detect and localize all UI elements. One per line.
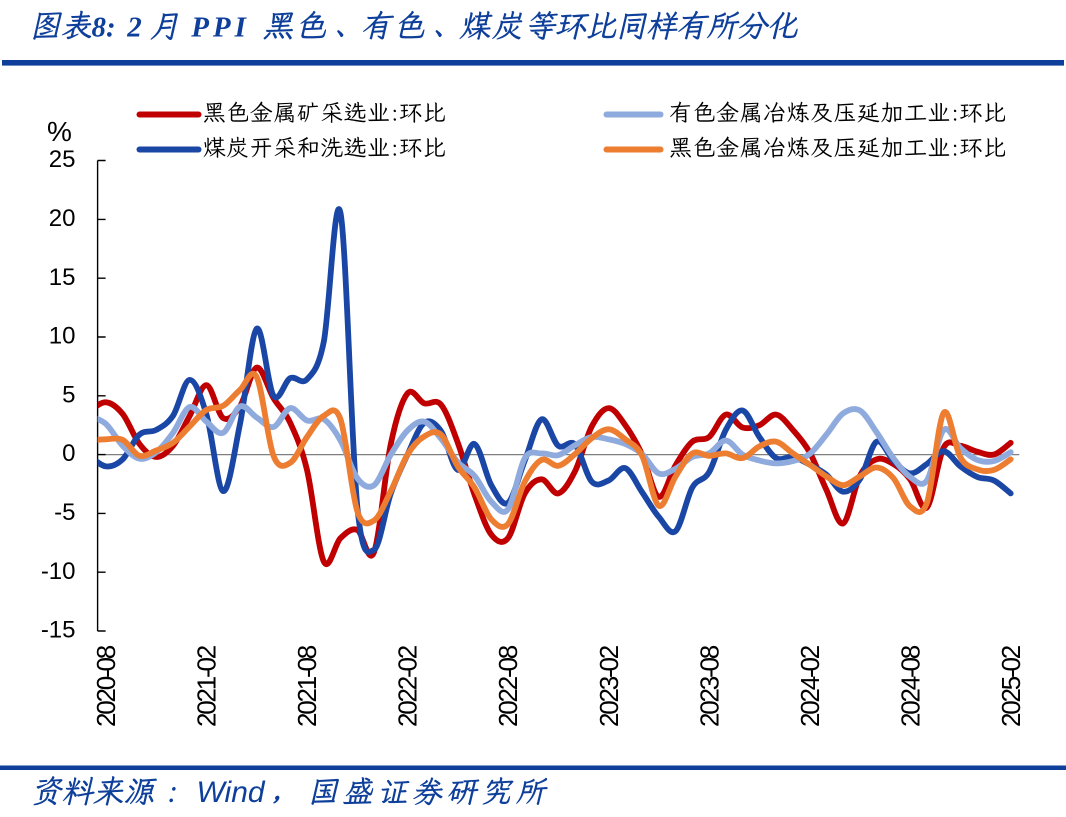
svg-text:20: 20 — [49, 205, 76, 232]
svg-text:2022-02: 2022-02 — [393, 645, 423, 727]
svg-text:2021-08: 2021-08 — [292, 645, 322, 727]
svg-text:-10: -10 — [41, 558, 76, 585]
svg-text:25: 25 — [49, 146, 76, 173]
svg-text:2021-02: 2021-02 — [192, 645, 222, 727]
svg-text:2022-08: 2022-08 — [493, 645, 523, 727]
svg-text:2020-08: 2020-08 — [91, 645, 121, 727]
svg-text:-15: -15 — [41, 617, 76, 644]
svg-text:10: 10 — [49, 323, 76, 350]
svg-text:2: 2 — [126, 12, 142, 44]
svg-text:Wind: Wind — [197, 776, 266, 809]
svg-text:2024-02: 2024-02 — [795, 645, 825, 727]
svg-text:2023-08: 2023-08 — [694, 645, 724, 727]
svg-text:0: 0 — [62, 440, 75, 467]
svg-text:2025-02: 2025-02 — [996, 645, 1026, 727]
svg-text:8:: 8: — [92, 12, 116, 44]
svg-text:2024-08: 2024-08 — [895, 645, 925, 727]
svg-text:PPI: PPI — [190, 12, 250, 44]
svg-text:15: 15 — [49, 264, 76, 291]
svg-text:2023-02: 2023-02 — [594, 645, 624, 727]
svg-text:-5: -5 — [54, 499, 75, 526]
svg-text:5: 5 — [62, 381, 75, 408]
svg-text:%: % — [47, 116, 72, 147]
